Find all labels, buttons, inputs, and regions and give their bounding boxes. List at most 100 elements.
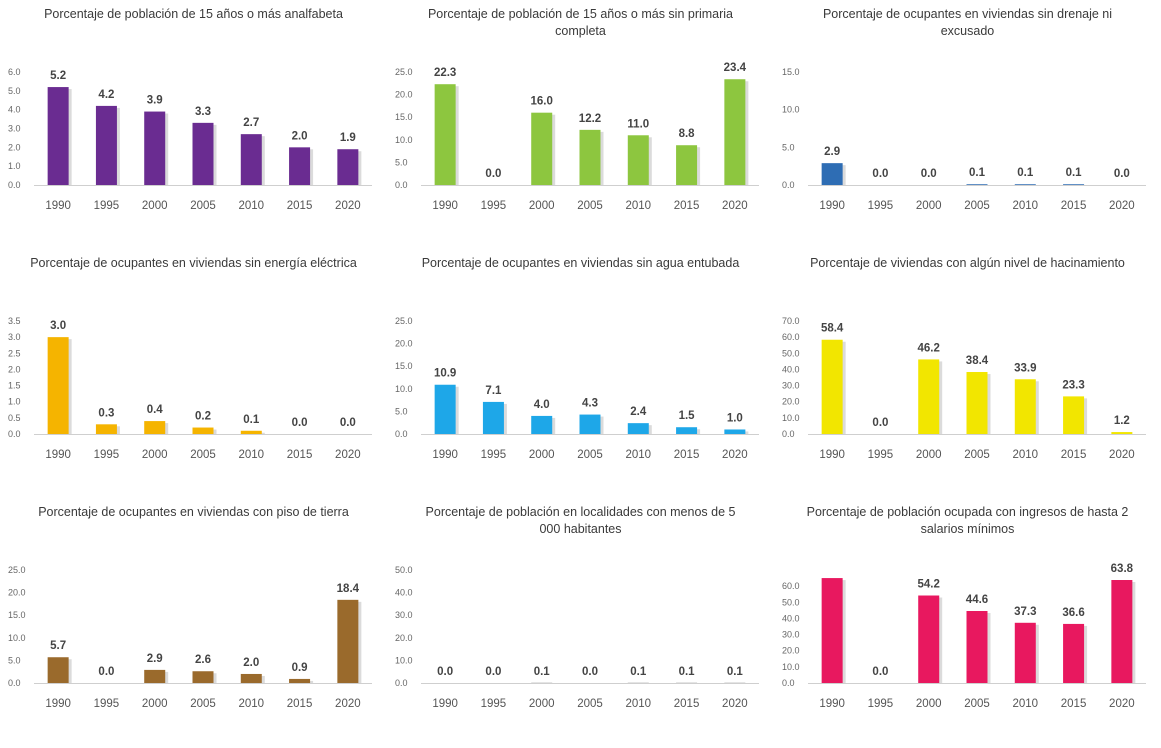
data-label: 1.0 bbox=[727, 412, 743, 424]
bar bbox=[144, 111, 166, 185]
data-label: 2.0 bbox=[243, 657, 259, 669]
y-tick-label: 10.0 bbox=[782, 413, 800, 423]
bar bbox=[95, 424, 117, 434]
chart-title: Porcentaje de población en localidades c… bbox=[425, 505, 736, 536]
y-tick-label: 20.0 bbox=[8, 588, 26, 598]
y-tick-label: 20.0 bbox=[395, 339, 413, 349]
data-label: 4.2 bbox=[98, 89, 114, 101]
y-tick-label: 25.0 bbox=[395, 67, 413, 77]
y-tick-label: 50.0 bbox=[395, 565, 413, 575]
y-tick-label: 0.0 bbox=[782, 180, 795, 190]
x-tick-label: 1990 bbox=[45, 698, 71, 710]
y-tick-label: 10.0 bbox=[782, 662, 800, 672]
y-tick-label: 5.0 bbox=[395, 406, 408, 416]
data-label: 0.0 bbox=[292, 417, 308, 429]
bar bbox=[434, 384, 456, 434]
data-label: 4.3 bbox=[582, 398, 598, 410]
x-tick-label: 2000 bbox=[529, 200, 555, 212]
bar bbox=[579, 414, 601, 434]
data-label: 0.1 bbox=[534, 666, 551, 678]
y-tick-label: 10.0 bbox=[395, 135, 413, 145]
x-tick-label: 2010 bbox=[1012, 449, 1038, 461]
y-tick-label: 10.0 bbox=[782, 105, 800, 115]
bar bbox=[821, 578, 843, 683]
chart-title: Porcentaje de ocupantes en viviendas sin… bbox=[822, 7, 1113, 38]
data-label: 5.2 bbox=[50, 70, 66, 82]
chart-svg: 0.0 5.0 10.0 15.0 20.0 25.0 5.7 1990 0.0 1995 2.9 2… bbox=[8, 565, 372, 710]
bar bbox=[1111, 580, 1133, 683]
data-label: 46.2 bbox=[918, 342, 940, 354]
y-tick-label: 30.0 bbox=[782, 381, 800, 391]
data-label: 10.9 bbox=[434, 368, 456, 380]
x-tick-label: 2000 bbox=[916, 698, 942, 710]
bar bbox=[531, 415, 553, 434]
bar bbox=[579, 129, 601, 185]
x-tick-label: 2020 bbox=[335, 449, 361, 461]
y-tick-label: 6.0 bbox=[8, 67, 21, 77]
y-tick-label: 0.5 bbox=[8, 413, 21, 423]
bar bbox=[1063, 396, 1085, 434]
x-tick-label: 1995 bbox=[481, 200, 507, 212]
data-label: 1.9 bbox=[340, 132, 356, 144]
x-tick-label: 1990 bbox=[45, 200, 71, 212]
data-label: 2.6 bbox=[195, 654, 211, 666]
data-label: 2.0 bbox=[292, 130, 308, 142]
data-label: 4.0 bbox=[534, 399, 550, 411]
chart-panel-7: Porcentaje de ocupantes en viviendas con… bbox=[0, 498, 387, 747]
chart-svg: 0.0 5.0 10.0 15.0 20.0 25.0 22.3 1990 0.0 1995 16.… bbox=[395, 62, 759, 212]
chart-title: Porcentaje de población de 15 años o más… bbox=[427, 7, 734, 38]
x-tick-label: 2015 bbox=[674, 200, 700, 212]
data-label: 11.0 bbox=[627, 118, 649, 130]
bar bbox=[289, 678, 311, 683]
x-tick-label: 2020 bbox=[335, 200, 361, 212]
chart-svg: 0.0 5.0 10.0 15.0 20.0 25.0 10.9 1990 7.1 1995 4.0… bbox=[395, 316, 759, 461]
y-tick-label: 0.0 bbox=[8, 678, 21, 688]
y-tick-label: 2.5 bbox=[8, 348, 21, 358]
y-tick-label: 50.0 bbox=[782, 348, 800, 358]
data-label: 8.8 bbox=[679, 128, 696, 140]
chart-svg: 0.0 5.0 10.0 15.0 2.9 1990 0.0 1995 0.0 2000 0.1 20… bbox=[782, 67, 1146, 212]
x-tick-label: 1995 bbox=[868, 698, 894, 710]
data-label: 44.6 bbox=[966, 594, 988, 606]
y-tick-label: 10.0 bbox=[395, 384, 413, 394]
chart-title: Porcentaje de población ocupada con ingr… bbox=[806, 505, 1129, 536]
bar bbox=[144, 421, 166, 434]
y-tick-label: 0.0 bbox=[8, 429, 21, 439]
chart-title: Porcentaje de población de 15 años o más… bbox=[44, 7, 343, 21]
data-label: 2.4 bbox=[630, 406, 647, 418]
chart-panel-3: Porcentaje de ocupantes en viviendas sin… bbox=[774, 0, 1161, 249]
y-tick-label: 0.0 bbox=[395, 180, 408, 190]
data-label: 18.4 bbox=[337, 583, 360, 595]
x-tick-label: 2005 bbox=[964, 449, 990, 461]
y-tick-label: 20.0 bbox=[395, 633, 413, 643]
bar bbox=[676, 145, 698, 185]
data-label: 23.3 bbox=[1062, 379, 1084, 391]
bar bbox=[289, 147, 311, 185]
x-tick-label: 2015 bbox=[287, 200, 313, 212]
y-tick-label: 15.0 bbox=[782, 67, 800, 77]
bar bbox=[966, 184, 988, 185]
x-tick-label: 1995 bbox=[481, 698, 507, 710]
data-label: 63.8 bbox=[1111, 563, 1134, 575]
chart-title: Porcentaje de ocupantes en viviendas sin… bbox=[421, 256, 740, 270]
bar bbox=[724, 429, 746, 434]
y-tick-label: 5.0 bbox=[8, 86, 21, 96]
y-tick-label: 20.0 bbox=[782, 397, 800, 407]
bar bbox=[144, 669, 166, 683]
x-tick-label: 2005 bbox=[577, 200, 603, 212]
x-tick-label: 2010 bbox=[238, 200, 264, 212]
y-tick-label: 70.0 bbox=[782, 316, 800, 326]
y-tick-label: 10.0 bbox=[395, 655, 413, 665]
data-label: 3.3 bbox=[195, 106, 211, 118]
x-tick-label: 2010 bbox=[238, 698, 264, 710]
y-tick-label: 5.0 bbox=[395, 157, 408, 167]
chart-panel-4: Porcentaje de ocupantes en viviendas sin… bbox=[0, 249, 387, 498]
y-tick-label: 3.0 bbox=[8, 332, 21, 342]
bar bbox=[676, 427, 698, 434]
y-tick-label: 40.0 bbox=[395, 588, 413, 598]
x-tick-label: 2000 bbox=[142, 698, 168, 710]
chart-svg: 0.0 10.0 20.0 30.0 40.0 50.0 0.0 1990 0.0 1995 0.1… bbox=[395, 565, 759, 710]
x-tick-label: 2005 bbox=[964, 200, 990, 212]
bar bbox=[95, 105, 117, 185]
x-tick-label: 2010 bbox=[625, 449, 651, 461]
